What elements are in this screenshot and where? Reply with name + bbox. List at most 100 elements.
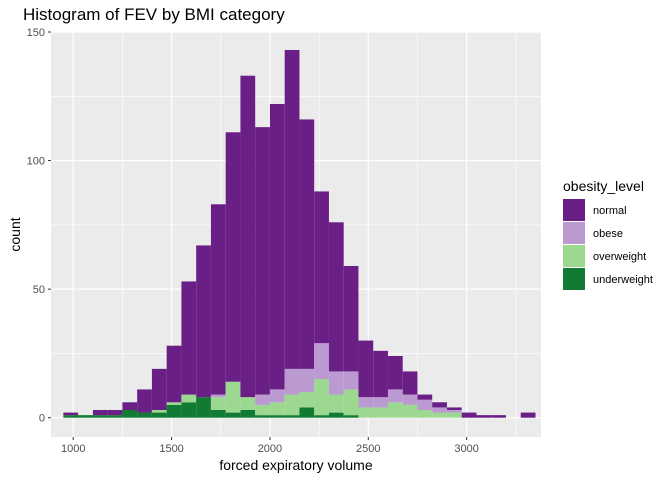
bar-overweight-16 (299, 392, 315, 408)
bar-obese-18 (328, 371, 344, 395)
bar-underweight-5 (137, 412, 152, 418)
bar-underweight-10 (210, 410, 226, 418)
bar-normal-31 (520, 412, 536, 418)
bar-normal-18 (328, 222, 344, 372)
legend-label-underweight: underweight (593, 274, 653, 286)
bar-underweight-11 (225, 412, 241, 418)
bar-obese-13 (255, 394, 270, 405)
bar-overweight-21 (373, 407, 388, 418)
bar-normal-4 (122, 402, 138, 410)
y-tick-label: 50 (33, 284, 45, 296)
bar-underweight-15 (284, 415, 300, 418)
bar-overweight-14 (269, 402, 285, 416)
bar-normal-26 (446, 407, 462, 410)
bar-underweight-14 (269, 415, 285, 418)
bar-normal-14 (269, 104, 285, 390)
bar-overweight-18 (328, 394, 344, 413)
bar-overweight-8 (181, 394, 197, 403)
legend-swatch-overweight (563, 245, 585, 267)
bar-normal-16 (299, 119, 315, 369)
bar-normal-29 (491, 415, 506, 418)
bar-overweight-26 (446, 412, 462, 418)
bar-obese-17 (314, 343, 329, 380)
bar-obese-15 (284, 368, 300, 395)
bar-obese-22 (387, 389, 403, 403)
bar-overweight-24 (417, 410, 433, 418)
bar-obese-21 (373, 397, 388, 408)
bar-overweight-20 (358, 407, 374, 418)
bar-underweight-8 (181, 402, 197, 418)
bar-overweight-10 (210, 397, 226, 410)
legend-label-normal: normal (593, 205, 627, 217)
bar-obese-20 (358, 397, 374, 408)
legend: obesity_level normal obese overweight under… (563, 178, 653, 290)
bar-obese-10 (210, 394, 226, 398)
x-tick-label: 2500 (356, 443, 380, 455)
bar-normal-12 (240, 75, 256, 398)
bar-normal-25 (432, 402, 447, 408)
bar-overweight-17 (314, 379, 329, 416)
bar-underweight-12 (240, 410, 256, 418)
bar-obese-16 (299, 368, 315, 392)
legend-swatch-normal (563, 199, 585, 221)
bar-normal-20 (358, 340, 374, 398)
bar-normal-3 (107, 410, 123, 416)
x-axis-ticks: 1000 1500 2000 2500 3000 (61, 437, 479, 455)
bar-underweight-2 (92, 415, 108, 418)
bar-normal-24 (417, 394, 433, 400)
bar-normal-13 (255, 127, 270, 395)
bar-underweight-18 (328, 412, 344, 418)
y-tick-label: 0 (39, 413, 45, 425)
bar-underweight-13 (255, 415, 270, 418)
bar-normal-6 (151, 368, 167, 410)
bar-normal-23 (402, 371, 418, 395)
chart-title: Histogram of FEV by BMI category (23, 5, 285, 24)
bar-underweight-9 (196, 397, 211, 418)
bar-normal-15 (284, 50, 300, 369)
bar-obese-14 (269, 389, 285, 403)
bar-overweight-11 (225, 381, 241, 413)
bar-overweight-19 (343, 389, 359, 416)
bar-overweight-15 (284, 394, 300, 416)
bar-obese-19 (343, 371, 359, 390)
bar-underweight-0 (63, 415, 79, 418)
legend-swatch-underweight (563, 268, 585, 290)
bar-overweight-7 (166, 402, 182, 405)
bar-normal-2 (92, 410, 108, 416)
x-tick-label: 1500 (159, 443, 183, 455)
bar-underweight-17 (314, 415, 329, 418)
bar-underweight-16 (299, 407, 315, 418)
bar-obese-26 (446, 410, 462, 413)
y-tick-label: 150 (27, 27, 45, 39)
bar-normal-22 (387, 356, 403, 390)
bar-obese-25 (432, 407, 447, 413)
bar-obese-24 (417, 399, 433, 410)
bar-overweight-22 (387, 402, 403, 418)
bar-normal-28 (476, 415, 492, 418)
bar-normal-7 (166, 345, 182, 403)
legend-swatch-obese (563, 222, 585, 244)
bar-normal-0 (63, 412, 79, 416)
y-axis-ticks: 0 50 100 150 (27, 27, 51, 425)
x-tick-label: 2000 (258, 443, 282, 455)
bar-normal-19 (343, 266, 359, 372)
bar-normal-27 (461, 412, 477, 418)
histogram-bars (63, 50, 536, 418)
bar-normal-11 (225, 132, 241, 382)
bar-underweight-6 (151, 412, 167, 418)
legend-label-overweight: overweight (593, 251, 646, 263)
y-axis-title: count (7, 217, 23, 251)
bar-normal-5 (137, 389, 152, 413)
bar-normal-8 (181, 281, 197, 395)
bar-underweight-1 (78, 415, 93, 418)
bar-overweight-23 (402, 404, 418, 418)
bar-overweight-6 (151, 410, 167, 413)
x-tick-label: 1000 (61, 443, 85, 455)
bar-underweight-19 (343, 415, 359, 418)
x-axis-title: forced expiratory volume (219, 457, 373, 473)
bar-normal-10 (210, 204, 226, 395)
bar-underweight-7 (166, 404, 182, 418)
bar-obese-23 (402, 394, 418, 405)
bar-underweight-4 (122, 410, 138, 418)
